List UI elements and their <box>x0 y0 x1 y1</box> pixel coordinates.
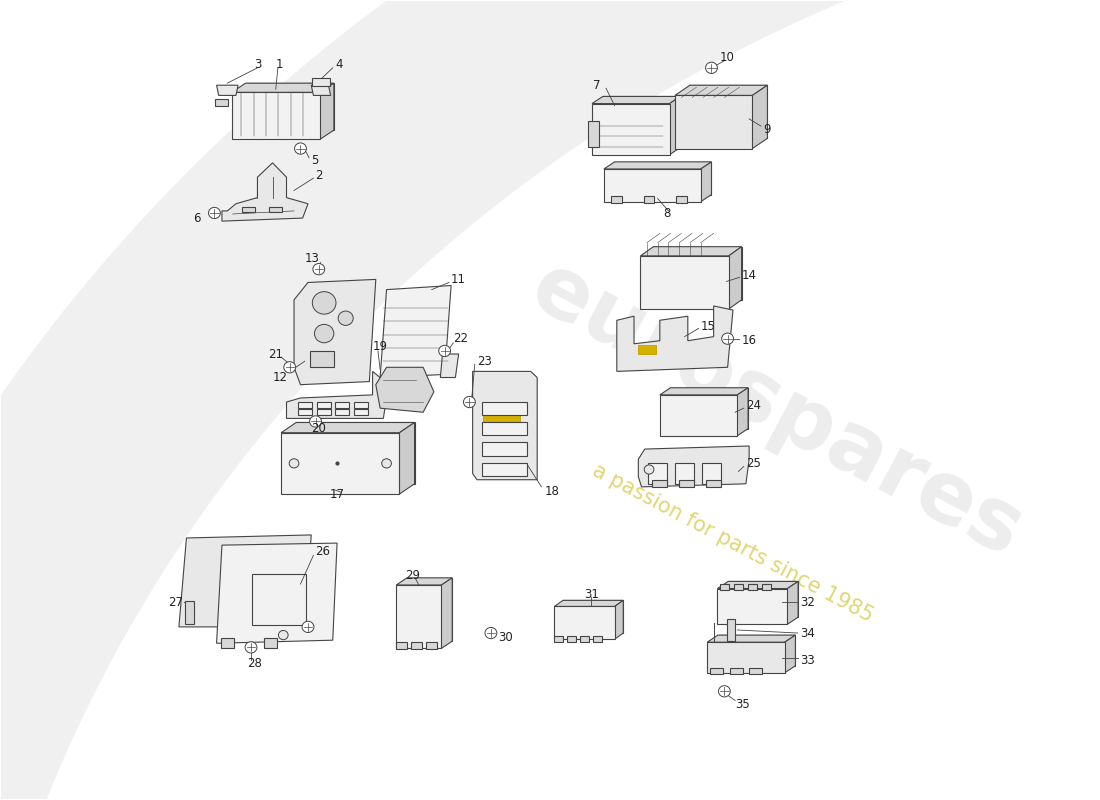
Text: 16: 16 <box>741 334 757 347</box>
Bar <box>734 584 744 590</box>
Bar <box>568 636 576 642</box>
Text: 1: 1 <box>276 58 283 71</box>
Bar <box>587 122 598 147</box>
Text: 9: 9 <box>763 122 771 136</box>
Polygon shape <box>179 535 311 627</box>
Polygon shape <box>222 163 308 221</box>
Text: 5: 5 <box>311 154 319 167</box>
Circle shape <box>705 62 717 74</box>
Circle shape <box>289 458 299 468</box>
Polygon shape <box>376 367 433 412</box>
Polygon shape <box>396 578 452 585</box>
Circle shape <box>315 324 333 342</box>
Bar <box>749 668 762 674</box>
Circle shape <box>278 630 288 640</box>
Text: 27: 27 <box>168 596 184 609</box>
Polygon shape <box>592 97 680 103</box>
Polygon shape <box>282 433 399 494</box>
Polygon shape <box>311 85 331 95</box>
Text: 23: 23 <box>477 354 492 368</box>
Polygon shape <box>670 97 680 154</box>
Polygon shape <box>473 371 537 480</box>
Circle shape <box>312 292 336 314</box>
Text: 25: 25 <box>746 457 761 470</box>
Polygon shape <box>788 582 799 624</box>
Circle shape <box>284 362 296 373</box>
Text: 35: 35 <box>735 698 750 711</box>
Polygon shape <box>232 83 333 92</box>
Polygon shape <box>640 256 728 309</box>
Polygon shape <box>717 589 788 624</box>
Text: 19: 19 <box>373 340 387 354</box>
Polygon shape <box>440 354 459 378</box>
Text: 34: 34 <box>800 626 815 639</box>
Polygon shape <box>232 92 320 139</box>
Polygon shape <box>592 103 670 154</box>
Bar <box>312 78 330 86</box>
Bar <box>593 636 602 642</box>
Polygon shape <box>554 606 615 639</box>
Bar <box>396 642 407 649</box>
Bar <box>554 636 563 642</box>
Text: 17: 17 <box>330 487 344 501</box>
Polygon shape <box>282 422 415 433</box>
Circle shape <box>309 416 321 427</box>
Bar <box>317 410 331 415</box>
Polygon shape <box>638 345 656 354</box>
Circle shape <box>439 346 451 357</box>
Text: 12: 12 <box>273 371 287 384</box>
Text: 26: 26 <box>316 545 330 558</box>
Polygon shape <box>675 85 768 95</box>
Bar <box>264 638 277 648</box>
Polygon shape <box>707 635 795 642</box>
Polygon shape <box>604 162 712 169</box>
Text: 24: 24 <box>746 398 761 412</box>
Bar <box>652 480 668 487</box>
Bar <box>186 602 194 624</box>
Polygon shape <box>217 543 337 643</box>
Bar <box>580 636 588 642</box>
Bar <box>675 463 694 484</box>
Circle shape <box>338 311 353 326</box>
Polygon shape <box>690 85 768 138</box>
Bar <box>482 463 528 476</box>
Polygon shape <box>604 169 701 202</box>
Text: 11: 11 <box>451 273 466 286</box>
Polygon shape <box>638 446 749 487</box>
Bar <box>354 402 368 408</box>
Bar <box>310 351 333 367</box>
Text: 30: 30 <box>498 630 514 644</box>
Bar <box>711 668 724 674</box>
Bar <box>482 442 528 456</box>
Polygon shape <box>407 578 452 642</box>
Text: 8: 8 <box>663 207 670 221</box>
Polygon shape <box>603 97 680 147</box>
Polygon shape <box>752 85 768 149</box>
Bar <box>216 99 229 106</box>
Bar <box>676 196 686 203</box>
Text: a passion for parts since 1985: a passion for parts since 1985 <box>590 460 877 626</box>
Bar <box>354 410 368 415</box>
Text: 33: 33 <box>800 654 814 667</box>
Bar <box>270 207 283 213</box>
Text: 3: 3 <box>254 58 262 71</box>
Polygon shape <box>615 162 712 194</box>
Bar <box>729 668 743 674</box>
Bar <box>648 463 668 484</box>
Text: 2: 2 <box>316 169 323 182</box>
Bar <box>298 402 311 408</box>
Text: 13: 13 <box>305 253 320 266</box>
Circle shape <box>645 465 653 474</box>
Bar <box>719 584 729 590</box>
Polygon shape <box>615 600 624 639</box>
Text: 14: 14 <box>741 269 757 282</box>
Circle shape <box>302 622 313 633</box>
Polygon shape <box>718 635 795 666</box>
Polygon shape <box>737 388 748 436</box>
Circle shape <box>463 397 475 408</box>
Polygon shape <box>217 85 238 95</box>
Polygon shape <box>296 422 415 484</box>
Text: 4: 4 <box>334 58 342 71</box>
Polygon shape <box>728 246 741 309</box>
